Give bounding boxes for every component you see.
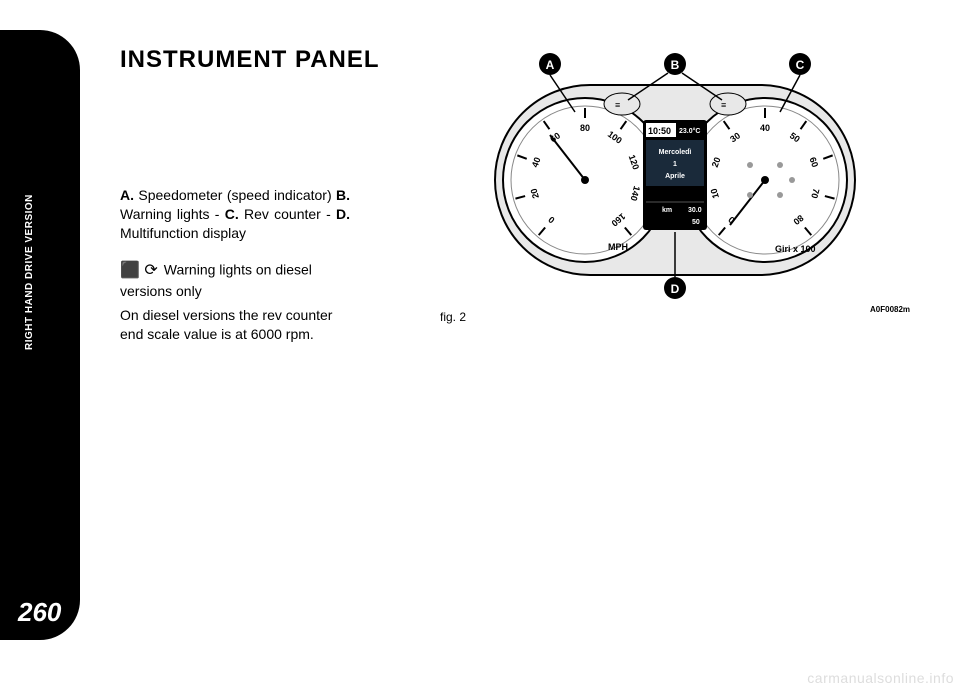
label-a: A. <box>120 187 134 203</box>
label-a-text: Speedometer (speed indicator) <box>134 187 332 203</box>
warn-dot-3 <box>747 192 753 198</box>
svg-text:80: 80 <box>580 123 590 133</box>
beam-icon: ≡ <box>721 100 726 110</box>
warn-dot-2 <box>777 162 783 168</box>
legend-text: A. Speedometer (speed indicator) B. Warn… <box>120 186 350 243</box>
warn-dot-1 <box>747 162 753 168</box>
diesel-note: ⬛ ⟳Warning lights on diesel versions onl… <box>120 260 350 300</box>
callout-a-label: A <box>546 58 555 72</box>
rev-unit: Giri x 100 <box>775 244 816 254</box>
mfd-day: Mercoledì <box>659 149 692 156</box>
glow-plug-icon: ⬛ ⟳ <box>120 262 158 279</box>
warn-dot-4 <box>777 192 783 198</box>
side-tab: RIGHT HAND DRIVE VERSION 260 <box>0 30 80 640</box>
mfd-temp: 23.0°C <box>679 127 700 135</box>
label-b-text: Warning lights - <box>120 206 225 222</box>
label-d-text: Multifunction display <box>120 225 246 241</box>
speedo-unit: MPH <box>608 242 628 252</box>
svg-text:40: 40 <box>760 123 770 133</box>
instrument-panel-svg: 020406080100120140160 MPH 01020304050607… <box>440 50 910 310</box>
page-title: INSTRUMENT PANEL <box>120 46 380 74</box>
instrument-panel-figure: 020406080100120140160 MPH 01020304050607… <box>440 50 910 310</box>
watermark: carmanualsonline.info <box>807 670 954 686</box>
label-c: C. <box>225 206 239 222</box>
figure-caption: fig. 2 <box>440 310 466 324</box>
mfd-km-label: km <box>662 207 672 214</box>
label-b: B. <box>336 187 350 203</box>
figure-code: A0F0082m <box>870 305 910 314</box>
mfd-month: Aprile <box>665 173 685 180</box>
mfd-date: 1 <box>673 161 677 168</box>
callout-c-label: C <box>796 58 805 72</box>
fog-icon: ≡ <box>615 100 620 110</box>
final-text: On diesel versions the rev counter end s… <box>120 306 350 344</box>
warn-dot-5 <box>789 177 795 183</box>
mfd-km-val: 30.0 <box>688 207 702 214</box>
callout-d-label: D <box>671 282 680 296</box>
side-tab-label: RIGHT HAND DRIVE VERSION <box>24 194 35 350</box>
manual-page: RIGHT HAND DRIVE VERSION 260 INSTRUMENT … <box>0 0 960 692</box>
callout-b-label: B <box>671 58 680 72</box>
mfd-km-sub: 50 <box>692 219 700 226</box>
mfd-time: 10:50 <box>648 126 671 136</box>
page-number: 260 <box>18 597 61 628</box>
label-c-text: Rev counter - <box>239 206 331 222</box>
label-d: D. <box>336 206 350 222</box>
